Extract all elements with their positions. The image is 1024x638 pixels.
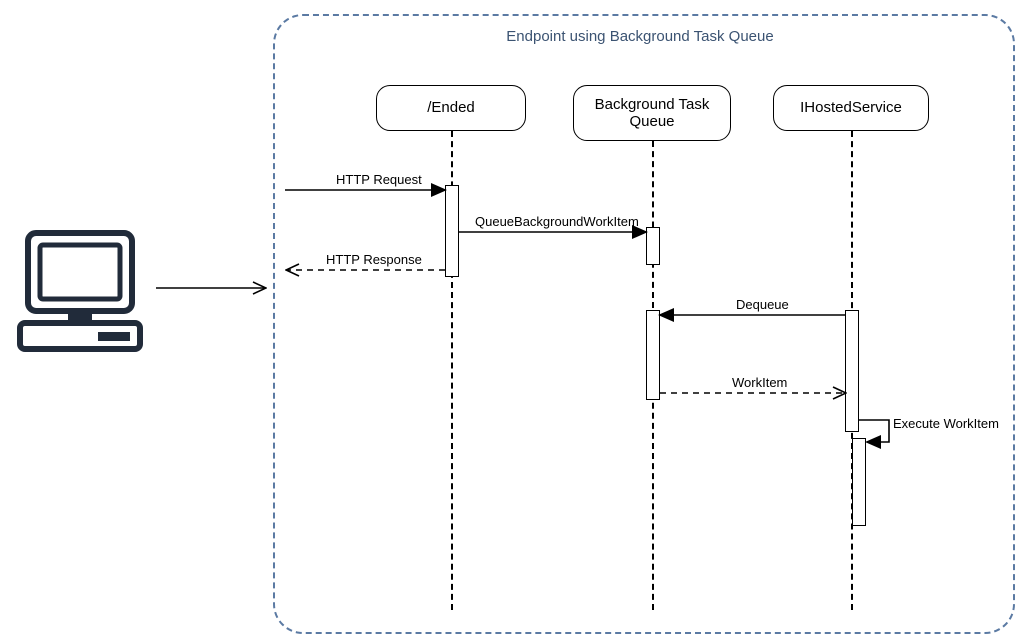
participant-queue-label: Background Task Queue: [595, 96, 710, 131]
activation-queue-1: [646, 227, 660, 265]
label-dequeue: Dequeue: [736, 297, 789, 312]
participant-hosted: IHostedService: [773, 85, 929, 131]
activation-ended: [445, 185, 459, 277]
computer-icon: [20, 233, 140, 349]
label-queue-workitem: QueueBackgroundWorkItem: [475, 214, 639, 229]
participant-queue: Background Task Queue: [573, 85, 731, 141]
label-http-response: HTTP Response: [326, 252, 422, 267]
activation-hosted-2: [852, 438, 866, 526]
label-workitem: WorkItem: [732, 375, 787, 390]
participant-ended-label: /Ended: [427, 99, 475, 116]
label-execute: Execute WorkItem: [893, 416, 999, 431]
participant-ended: /Ended: [376, 85, 526, 131]
activation-hosted-1: [845, 310, 859, 432]
endpoint-container-title: Endpoint using Background Task Queue: [450, 28, 830, 45]
label-http-request: HTTP Request: [336, 172, 422, 187]
activation-queue-2: [646, 310, 660, 400]
participant-hosted-label: IHostedService: [800, 99, 902, 116]
